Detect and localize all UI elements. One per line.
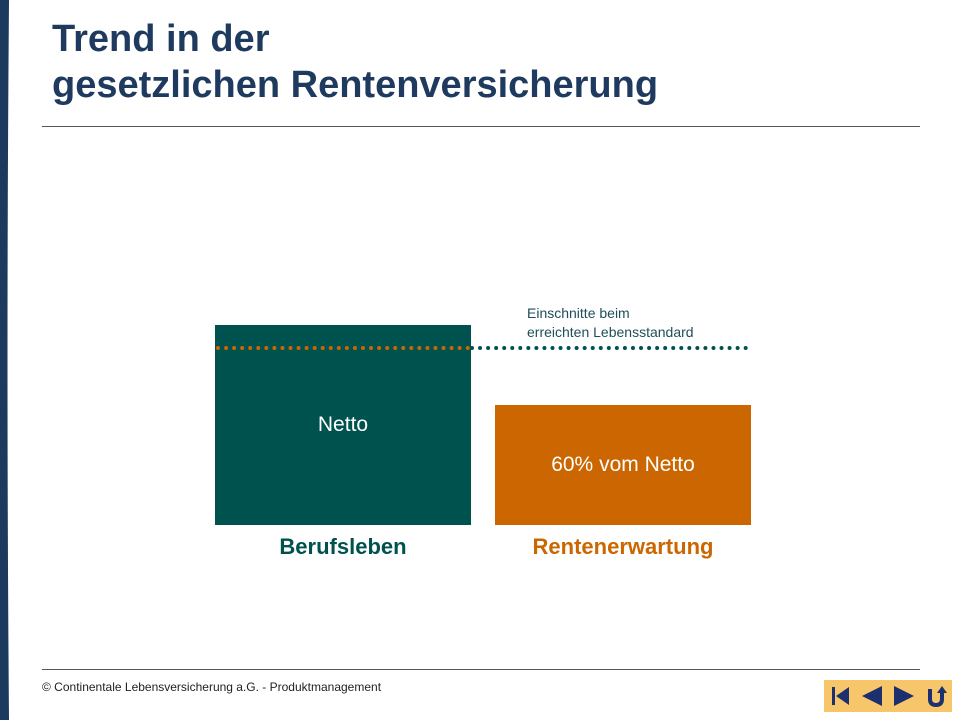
annotation-line-1: Einschnitte beim bbox=[527, 305, 630, 321]
slide-navigation bbox=[824, 680, 952, 712]
title-divider bbox=[42, 126, 920, 127]
annotation-line-2: erreichten Lebensstandard bbox=[527, 324, 694, 340]
return-icon bbox=[920, 680, 952, 712]
pension-bar-label: 60% vom Netto bbox=[551, 453, 695, 476]
page-title: Trend in der gesetzlichen Rentenversiche… bbox=[52, 16, 658, 108]
first-slide-icon bbox=[824, 680, 856, 712]
footer-copyright: © Continentale Lebensversicherung a.G. -… bbox=[42, 680, 382, 694]
pension-bar: 60% vom Netto bbox=[495, 405, 751, 525]
netto-bar-label: Netto bbox=[317, 413, 369, 436]
berufsleben-label: Berufsleben bbox=[279, 534, 407, 559]
standard-of-living-annotation: Einschnitte beim erreichten Lebensstanda… bbox=[527, 304, 694, 342]
footer-divider bbox=[42, 669, 920, 670]
page-title-line-1: Trend in der bbox=[52, 18, 270, 60]
page-title-line-2: gesetzlichen Rentenversicherung bbox=[52, 64, 659, 106]
rentenerwartung-label: Rentenerwartung bbox=[532, 534, 714, 559]
next-slide-button[interactable] bbox=[888, 680, 920, 712]
standard-line-segment-teal bbox=[470, 346, 748, 350]
return-button[interactable] bbox=[920, 680, 952, 712]
previous-slide-button[interactable] bbox=[856, 680, 888, 712]
netto-bar: Netto bbox=[215, 325, 471, 525]
first-slide-button[interactable] bbox=[824, 680, 856, 712]
standard-line-segment-orange bbox=[216, 346, 470, 350]
left-accent-bar bbox=[0, 0, 10, 720]
next-slide-icon bbox=[888, 680, 920, 712]
previous-slide-icon bbox=[856, 680, 888, 712]
